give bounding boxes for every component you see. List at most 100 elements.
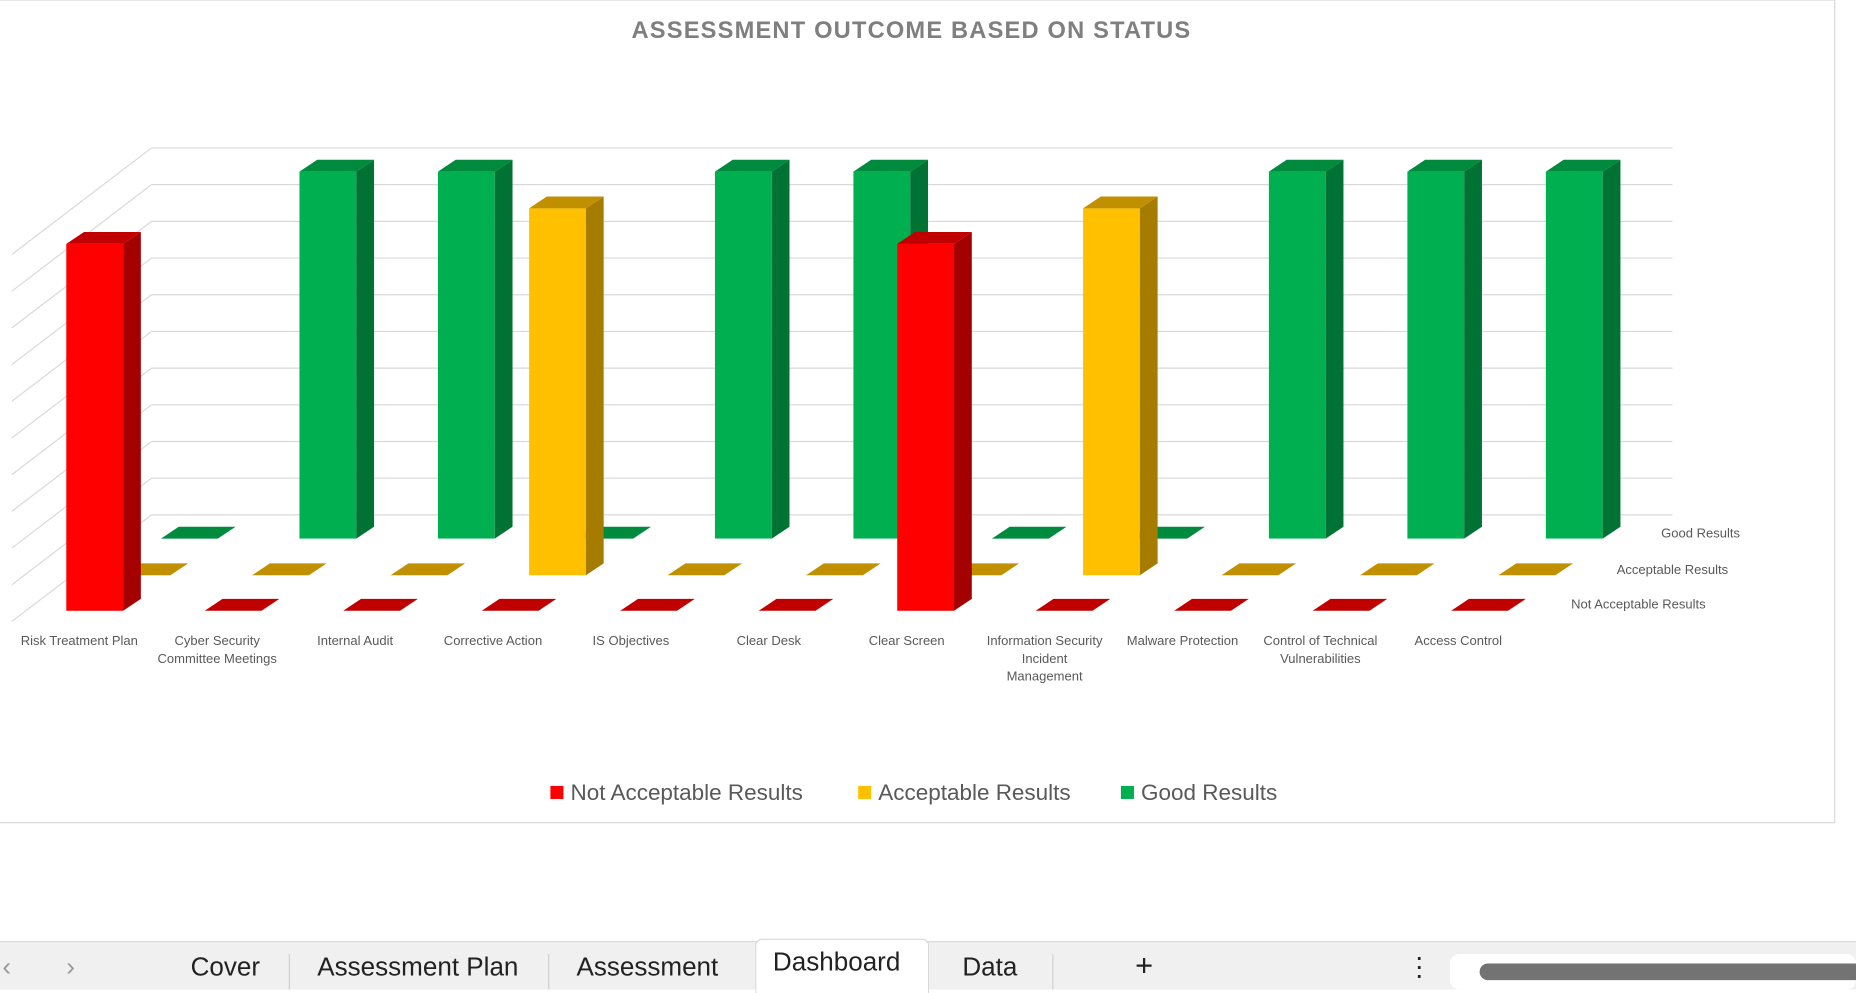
category-label-line: Corrective Action <box>444 633 542 648</box>
legend-swatch <box>1120 785 1134 799</box>
bar-good-results <box>714 159 790 539</box>
category-label-line: Incident <box>1022 651 1068 666</box>
bar-not-acceptable-results <box>1312 598 1388 611</box>
tab-divider <box>1052 954 1054 990</box>
chart[interactable]: ASSESSMENT OUTCOME BASED ON STATUS Risk … <box>0 0 1856 829</box>
category-label: Information Security Incident Management <box>987 633 1103 684</box>
category-label-line: Cyber Security <box>175 633 261 648</box>
bar-top <box>1174 598 1249 611</box>
bar-good-results <box>160 526 236 539</box>
add-sheet-button[interactable]: + <box>1135 946 1154 983</box>
bar-top <box>437 159 513 172</box>
bar-top <box>620 598 695 611</box>
bar-front <box>1083 208 1140 576</box>
category-label: Risk Treatment Plan <box>21 633 138 648</box>
more-options-icon[interactable]: ⋮ <box>1406 951 1433 982</box>
bar-not-acceptable-results <box>204 598 280 611</box>
series-axis-label: Not Acceptable Results <box>1571 596 1706 611</box>
bar-front <box>714 171 772 539</box>
category-label-line: Risk Treatment Plan <box>21 633 138 648</box>
category-label-line: Internal Audit <box>317 633 393 648</box>
category-label-line: Vulnerabilities <box>1280 651 1361 666</box>
tab-divider <box>548 954 550 990</box>
category-label: Clear Desk <box>737 633 802 648</box>
bar-not-acceptable-results <box>481 598 557 611</box>
category-label: Cyber Security Committee Meetings <box>158 633 278 666</box>
bar-front <box>299 171 357 539</box>
bar-acceptable-results <box>1083 196 1158 576</box>
bar-top <box>1498 563 1574 576</box>
bar-front <box>437 171 495 539</box>
tab-assessment[interactable]: Assessment <box>576 951 719 982</box>
tab-divider <box>288 954 290 990</box>
bar-good-results <box>299 159 375 539</box>
bar-front <box>529 208 586 576</box>
category-label-line: Access Control <box>1415 633 1503 648</box>
bar-top <box>66 231 141 244</box>
bar-not-acceptable-results <box>758 598 834 611</box>
bar-not-acceptable-results <box>343 598 418 611</box>
bar-front <box>1407 171 1465 539</box>
bar-side <box>123 231 141 611</box>
next-sheet-button[interactable]: › <box>66 951 75 982</box>
scrollbar-thumb[interactable] <box>1479 963 1856 981</box>
bar-top <box>853 159 928 172</box>
legend-swatch <box>550 785 564 799</box>
bar-good-results <box>1407 159 1482 539</box>
bar-side <box>954 231 972 611</box>
tab-assessment-plan[interactable]: Assessment Plan <box>317 951 519 982</box>
category-label-line: Management <box>1007 669 1083 684</box>
bar-good-results <box>991 526 1067 539</box>
bar-top <box>529 196 604 209</box>
bar-acceptable-results <box>252 563 327 576</box>
bar-acceptable-results <box>806 563 881 576</box>
bar-top <box>481 598 557 611</box>
category-label-line: Information Security <box>987 633 1103 648</box>
bar-top <box>897 231 972 244</box>
bar-side <box>356 159 375 539</box>
series-axis-label: Acceptable Results <box>1617 562 1729 577</box>
category-label-line: Clear Screen <box>869 633 945 648</box>
bar-top <box>1035 598 1111 611</box>
bar-acceptable-results <box>529 196 604 576</box>
category-label: IS Objectives <box>593 633 670 648</box>
sheet-tab-bar: ‹ › Cover Assessment Plan Assessment Das… <box>0 938 1856 993</box>
tab-dashboard[interactable]: Dashboard <box>772 946 901 977</box>
bar-side <box>771 159 790 539</box>
tab-dashboard-active[interactable]: Dashboard <box>755 938 930 993</box>
bar-top <box>1360 563 1435 576</box>
bar-not-acceptable-results <box>66 231 141 611</box>
bar-front <box>897 243 955 611</box>
bar-top <box>1268 159 1344 172</box>
legend-swatch <box>858 785 872 799</box>
bar-not-acceptable-results <box>620 598 695 611</box>
category-label: Access Control <box>1415 633 1503 648</box>
bar-top <box>160 526 236 539</box>
bar-side <box>1464 159 1482 539</box>
tab-data[interactable]: Data <box>962 951 1018 982</box>
bar-not-acceptable-results <box>897 231 972 611</box>
horizontal-scrollbar[interactable] <box>1449 954 1856 990</box>
bar-top <box>204 598 280 611</box>
bar-top <box>299 159 375 172</box>
category-label-line: IS Objectives <box>593 633 670 648</box>
bar-side <box>1602 159 1621 539</box>
bar-side <box>494 159 513 539</box>
bar-good-results <box>1545 159 1621 539</box>
bar-top <box>1083 196 1158 209</box>
bar-not-acceptable-results <box>1035 598 1111 611</box>
bar-top <box>1221 563 1297 576</box>
category-label: Malware Protection <box>1127 633 1238 648</box>
bar-acceptable-results <box>1221 563 1297 576</box>
tab-cover[interactable]: Cover <box>190 951 261 982</box>
category-label-line: Clear Desk <box>737 633 802 648</box>
bar-acceptable-results <box>667 563 743 576</box>
bar-top <box>1312 598 1388 611</box>
bar-acceptable-results <box>1498 563 1574 576</box>
prev-sheet-button[interactable]: ‹ <box>2 951 12 982</box>
category-label: Control of Technical Vulnerabilities <box>1263 633 1377 666</box>
bar-front <box>66 243 124 611</box>
gridline-side <box>11 147 152 255</box>
bar-side <box>1325 159 1344 539</box>
bar-top <box>991 526 1067 539</box>
